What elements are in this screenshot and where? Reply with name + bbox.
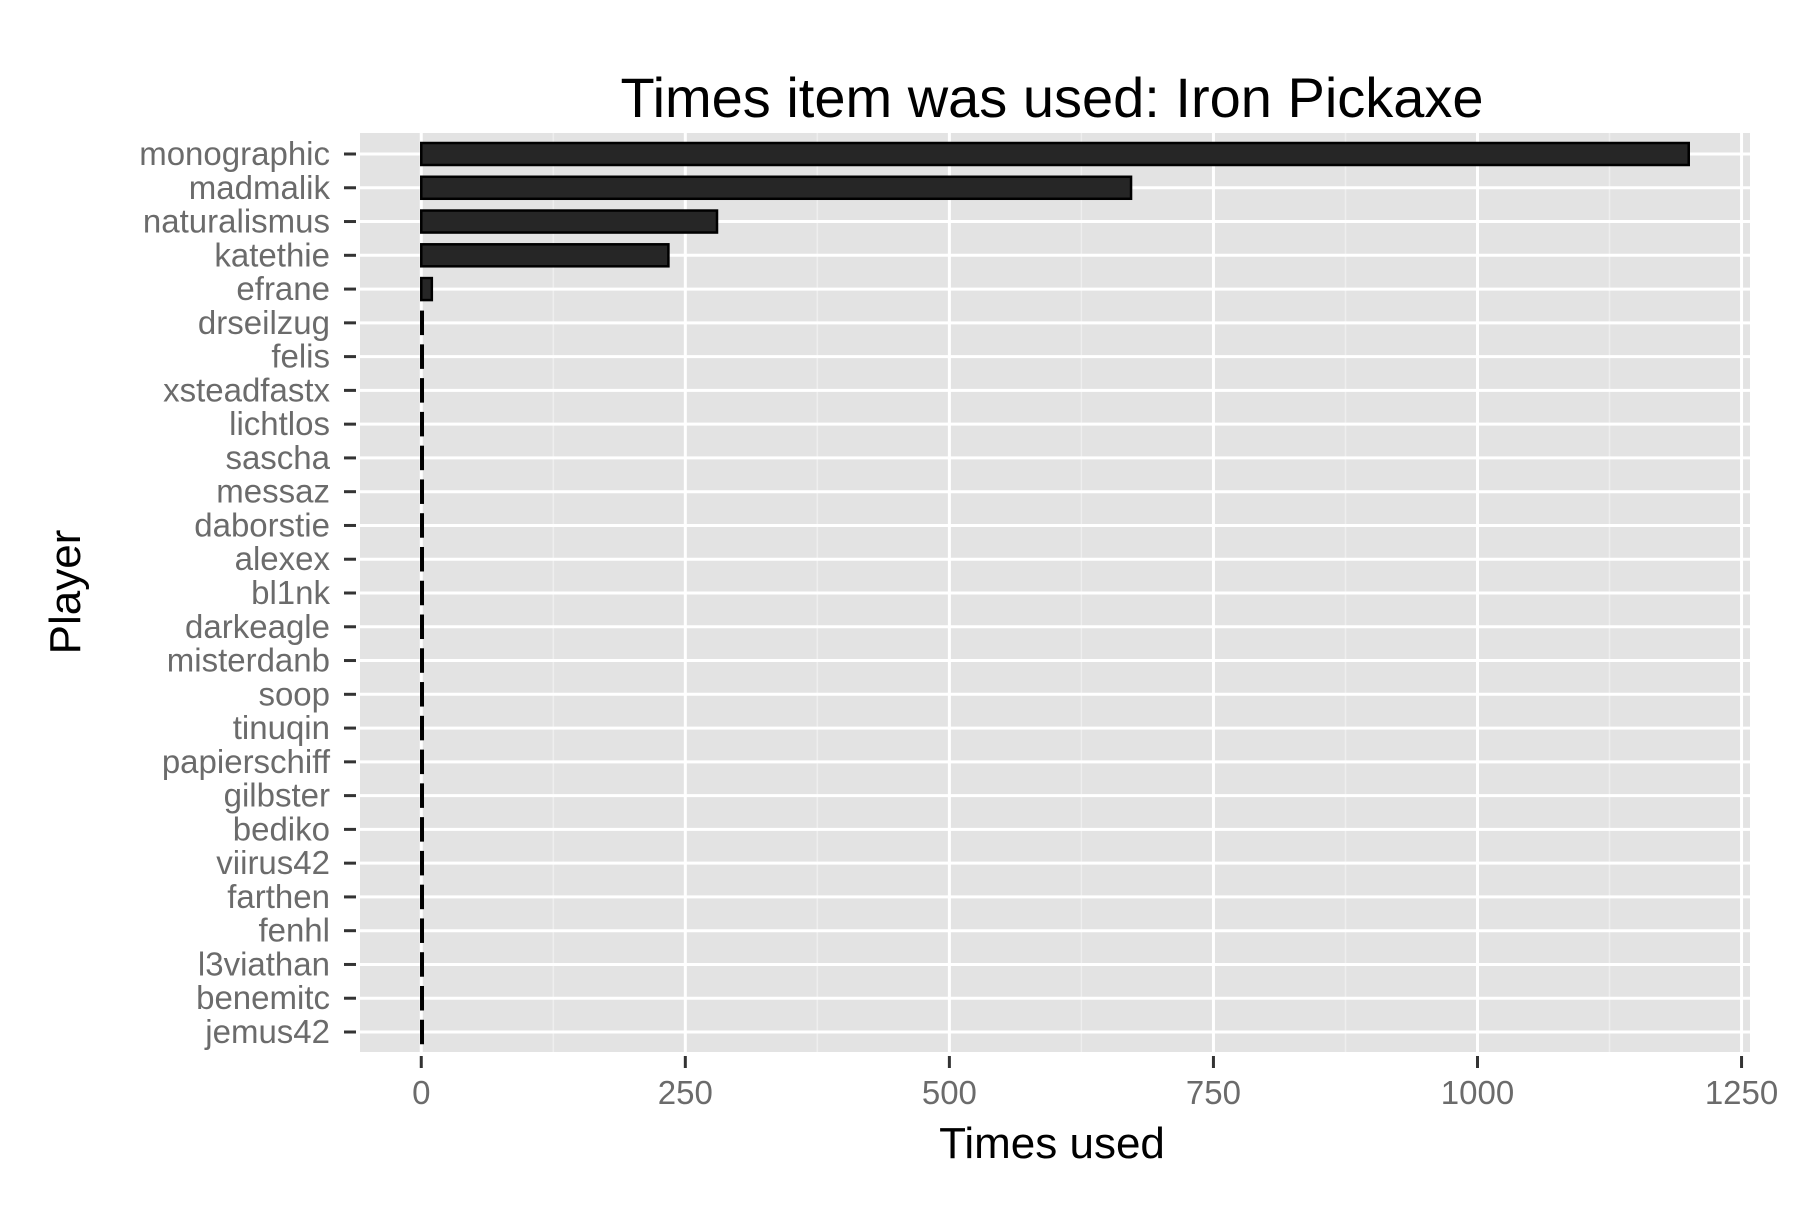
bar-xsteadfastx xyxy=(420,378,425,403)
y-tick-label: xsteadfastx xyxy=(163,371,330,408)
y-tick-label: efrane xyxy=(236,270,330,307)
bar-alexex xyxy=(420,546,425,572)
bar-messaz xyxy=(420,479,425,504)
y-tick-label: bediko xyxy=(233,810,330,847)
bar-sascha xyxy=(420,445,425,471)
bar-bl1nk xyxy=(420,580,425,606)
y-tick-label: fenhl xyxy=(258,912,330,949)
bar-gilbster xyxy=(420,783,425,808)
bar-farthen xyxy=(420,884,425,910)
y-tick-label: messaz xyxy=(216,473,330,510)
y-tick-label: bl1nk xyxy=(251,574,330,611)
bar-misterdanb xyxy=(420,648,425,673)
bar-naturalismus xyxy=(420,209,719,234)
y-tick-label: misterdanb xyxy=(167,642,330,679)
y-tick-label: felis xyxy=(271,338,330,375)
y-tick-label: darkeagle xyxy=(185,608,330,645)
x-axis-ticks: 0 250 500 750 1000 1250 xyxy=(412,1056,1778,1111)
bar-papierschiff xyxy=(420,749,425,775)
y-tick-label: viirus42 xyxy=(216,844,330,881)
y-tick-label: jemus42 xyxy=(204,1013,330,1050)
bar-madmalik xyxy=(420,175,1133,201)
y-axis-title: Player xyxy=(41,530,90,655)
bar-felis xyxy=(420,344,425,369)
x-tick-label: 1000 xyxy=(1441,1074,1514,1111)
bar-l3viathan xyxy=(420,952,425,977)
plot-panel xyxy=(360,133,1750,1052)
y-tick-label: l3viathan xyxy=(198,945,330,982)
y-tick-label: katethie xyxy=(214,236,330,273)
y-tick-label: farthen xyxy=(227,878,330,915)
bar-katethie xyxy=(420,243,670,268)
y-tick-label: tinuqin xyxy=(233,709,330,746)
x-tick-label: 750 xyxy=(1186,1074,1241,1111)
y-axis-ticks: monographicmadmaliknaturalismuskatethiee… xyxy=(139,135,356,1050)
y-tick-label: monographic xyxy=(139,135,330,172)
bar-fenhl xyxy=(420,918,425,943)
bar-jemus42 xyxy=(420,1019,425,1045)
bar-daborstie xyxy=(420,513,425,538)
x-tick-label: 250 xyxy=(658,1074,713,1111)
y-tick-label: lichtlos xyxy=(229,405,330,442)
y-tick-label: madmalik xyxy=(189,169,331,206)
y-tick-label: alexex xyxy=(235,540,331,577)
bar-lichtlos xyxy=(420,411,425,437)
x-tick-label: 1250 xyxy=(1705,1074,1778,1111)
bar-darkeagle xyxy=(420,614,425,640)
y-tick-label: gilbster xyxy=(224,777,330,814)
bar-drseilzug xyxy=(420,310,425,336)
bar-viirus42 xyxy=(420,850,425,876)
bar-bediko xyxy=(420,817,425,842)
y-tick-label: sascha xyxy=(225,439,330,476)
bar-tinuqin xyxy=(420,715,425,741)
y-tick-label: benemitc xyxy=(196,979,330,1016)
y-tick-label: naturalismus xyxy=(143,203,330,240)
bar-benemitc xyxy=(420,985,425,1011)
bar-soop xyxy=(420,682,425,707)
y-tick-label: papierschiff xyxy=(162,743,331,780)
bar-monographic xyxy=(420,141,1690,167)
chart-title: Times item was used: Iron Pickaxe xyxy=(620,66,1483,129)
y-tick-label: soop xyxy=(258,675,330,712)
y-tick-label: drseilzug xyxy=(198,304,330,341)
bar-efrane xyxy=(420,276,434,302)
x-tick-label: 500 xyxy=(922,1074,977,1111)
x-axis-title: Times used xyxy=(939,1119,1165,1168)
y-tick-label: daborstie xyxy=(194,506,330,543)
x-tick-label: 0 xyxy=(412,1074,430,1111)
bars xyxy=(420,141,1690,1045)
